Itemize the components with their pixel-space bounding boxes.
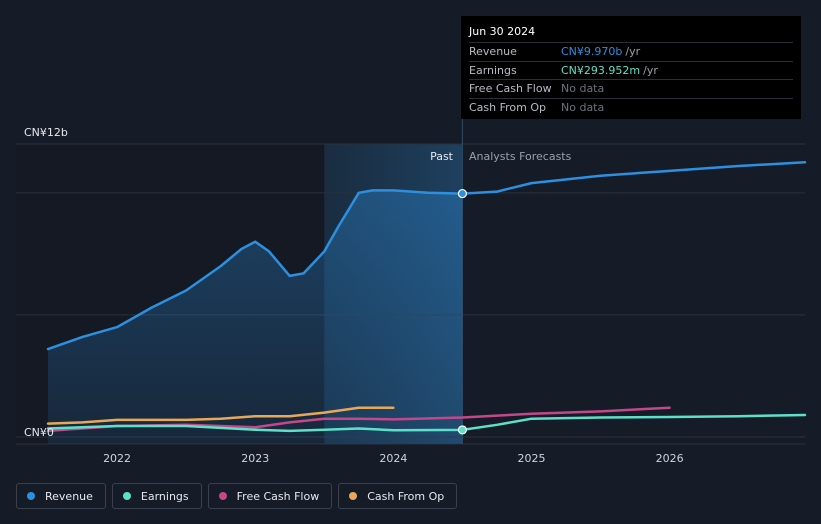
tooltip-row-cash-from-op: Cash From Op No data bbox=[469, 97, 793, 117]
legend-dot-icon bbox=[27, 492, 35, 500]
legend-label: Revenue bbox=[45, 489, 93, 503]
legend-label: Cash From Op bbox=[367, 489, 445, 503]
past-label: Past bbox=[430, 150, 454, 163]
legend-item-free-cash-flow[interactable]: Free Cash Flow bbox=[207, 483, 333, 509]
legend-dot-icon bbox=[122, 492, 131, 500]
y-axis-min-label: CN¥0 bbox=[24, 426, 54, 439]
tooltip-row-label: Earnings bbox=[469, 63, 517, 77]
tooltip-row-earnings: Earnings CN¥293.952m /yr bbox=[469, 60, 793, 80]
x-tick-label: 2023 bbox=[241, 452, 269, 465]
tooltip-row-unit: /yr bbox=[643, 63, 658, 77]
forecast-label: Analysts Forecasts bbox=[469, 150, 572, 163]
tooltip-row-revenue: Revenue CN¥9.970b /yr bbox=[469, 42, 793, 61]
legend-item-cash-from-op[interactable]: Cash From Op bbox=[338, 483, 458, 509]
legend-label: Free Cash Flow bbox=[236, 489, 320, 503]
x-tick-label: 2022 bbox=[103, 452, 131, 465]
series-line-revenue bbox=[46, 161, 807, 351]
legend-item-revenue[interactable]: Revenue bbox=[16, 483, 106, 509]
series-area-revenue bbox=[48, 190, 463, 444]
legend-label: Earnings bbox=[140, 489, 189, 503]
legend-dot-icon bbox=[218, 492, 227, 500]
y-axis-max-label: CN¥12b bbox=[24, 126, 68, 139]
tooltip-row-value: CN¥293.952m bbox=[561, 63, 641, 77]
tooltip: Jun 30 2024 Revenue CN¥9.970b /yr Earnin… bbox=[461, 16, 801, 119]
tooltip-row-value: No data bbox=[561, 100, 605, 114]
x-tick-label: 2026 bbox=[656, 452, 684, 465]
tooltip-row-value: CN¥9.970b bbox=[561, 45, 623, 58]
series-line-cash-from-op bbox=[46, 406, 395, 425]
legend-item-earnings[interactable]: Earnings bbox=[111, 483, 202, 509]
marker-revenue bbox=[457, 188, 468, 199]
x-tick-label: 2024 bbox=[379, 452, 407, 465]
x-tick-label: 2025 bbox=[517, 452, 545, 465]
tooltip-row-unit: /yr bbox=[625, 45, 641, 58]
legend-dot-icon bbox=[349, 492, 358, 500]
series-line-earnings bbox=[46, 413, 807, 433]
legend: Revenue Earnings Free Cash Flow Cash Fro… bbox=[16, 483, 458, 509]
tooltip-row-value: No data bbox=[561, 82, 605, 95]
tooltip-date: Jun 30 2024 bbox=[469, 25, 536, 38]
tooltip-row-label: Revenue bbox=[469, 45, 517, 58]
marker-earnings bbox=[457, 425, 468, 435]
tooltip-row-label: Free Cash Flow bbox=[469, 82, 552, 95]
tooltip-row-label: Cash From Op bbox=[469, 100, 547, 114]
tooltip-row-free-cash-flow: Free Cash Flow No data bbox=[469, 79, 793, 98]
